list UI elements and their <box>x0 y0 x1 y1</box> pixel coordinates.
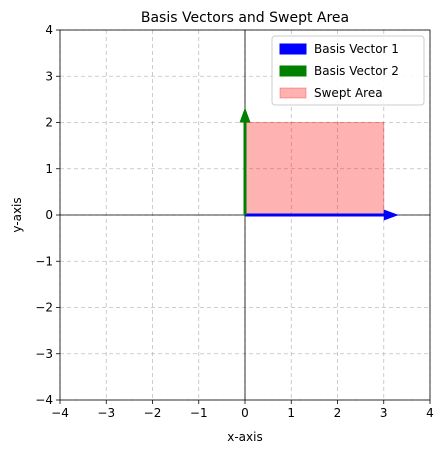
y-tick-label: −3 <box>35 347 53 361</box>
y-tick-label: −4 <box>35 393 53 407</box>
legend-label: Basis Vector 1 <box>314 42 399 56</box>
x-tick-label: −1 <box>190 406 208 420</box>
legend-swatch <box>279 87 307 99</box>
y-tick-label: 2 <box>45 116 53 130</box>
x-tick-label: 2 <box>334 406 342 420</box>
x-tick-label: 4 <box>426 406 434 420</box>
y-tick-label: 1 <box>45 162 53 176</box>
chart-title: Basis Vectors and Swept Area <box>141 10 349 26</box>
x-axis-label: x-axis <box>227 430 262 444</box>
legend-box <box>271 35 425 106</box>
basis-vector-2-arrow <box>239 107 251 215</box>
legend-label: Basis Vector 2 <box>314 64 399 78</box>
x-tick-label: −3 <box>97 406 115 420</box>
swept-area-rect <box>244 122 385 216</box>
y-tick-label: −1 <box>35 254 53 268</box>
y-tick-label: 0 <box>45 208 53 222</box>
y-tick-label: 3 <box>45 69 53 83</box>
x-tick-label: −4 <box>51 406 69 420</box>
legend-swatch <box>279 43 307 55</box>
x-tick-label: 0 <box>241 406 249 420</box>
basis-vector-1-arrow <box>245 209 399 221</box>
y-axis-label: y-axis <box>10 197 24 232</box>
y-tick-label: 4 <box>45 23 53 37</box>
legend-swatch <box>279 65 307 77</box>
x-tick-label: 3 <box>380 406 388 420</box>
legend-label: Swept Area <box>314 86 383 100</box>
x-tick-label: −2 <box>144 406 162 420</box>
legend: Basis Vector 1 Basis Vector 2 Swept Area <box>271 35 425 106</box>
y-tick-label: −2 <box>35 301 53 315</box>
x-tick-label: 1 <box>287 406 295 420</box>
